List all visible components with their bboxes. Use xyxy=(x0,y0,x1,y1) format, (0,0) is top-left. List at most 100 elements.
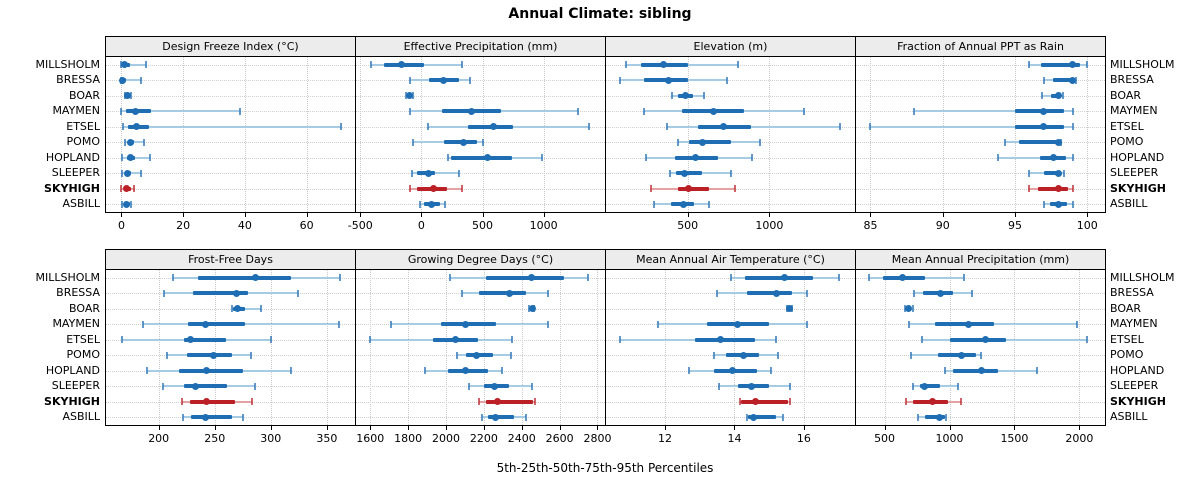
percentile-whisker-cap xyxy=(649,185,652,193)
gridline-vertical xyxy=(1014,57,1016,212)
percentile-range-25-75 xyxy=(925,415,945,420)
percentile-whisker-cap xyxy=(120,336,123,344)
percentile-range-5-95 xyxy=(231,307,261,310)
x-axis-tick xyxy=(483,426,485,430)
gridline-horizontal xyxy=(606,417,855,419)
station-label-left-etsel: ETSEL xyxy=(66,332,100,346)
chart-title: Annual Climate: sibling xyxy=(508,6,692,22)
median-dot xyxy=(192,382,200,390)
percentile-whisker-cap xyxy=(181,398,184,406)
gridline-horizontal xyxy=(606,308,855,310)
median-dot xyxy=(720,123,728,131)
panel-strip-title: Fraction of Annual PPT as Rain xyxy=(897,39,1064,53)
percentile-whisker-cap xyxy=(460,61,463,69)
percentile-whisker-cap xyxy=(408,185,411,193)
panel-strip: Design Freeze Index (°C) xyxy=(106,37,355,57)
percentile-whisker-cap xyxy=(457,169,460,177)
percentile-whisker-cap xyxy=(1061,92,1064,100)
percentile-range-25-75 xyxy=(1040,62,1080,67)
gridline-horizontal xyxy=(856,401,1105,403)
percentile-whisker-cap xyxy=(250,398,253,406)
station-label-right-skyhigh: SKYHIGH xyxy=(1110,394,1166,408)
median-dot xyxy=(936,413,944,421)
median-dot xyxy=(681,92,689,100)
percentile-whisker-cap xyxy=(525,413,528,421)
percentile-whisker-cap xyxy=(448,274,451,282)
percentile-whisker-cap xyxy=(618,336,621,344)
x-axis-tick-label: 1500 xyxy=(1000,432,1029,445)
percentile-whisker-cap xyxy=(339,274,342,282)
percentile-whisker-cap xyxy=(121,123,124,131)
station-label-right-hopland: HOPLAND xyxy=(1110,150,1165,164)
station-label-right-skyhigh: SKYHIGH xyxy=(1110,181,1166,195)
median-dot xyxy=(451,336,459,344)
percentile-whisker-cap xyxy=(1076,320,1079,328)
percentile-whisker-cap xyxy=(759,138,762,146)
gridline-horizontal xyxy=(356,95,605,97)
x-axis-tick-label: -500 xyxy=(347,219,373,232)
percentile-whisker-cap xyxy=(703,92,706,100)
median-dot xyxy=(127,154,135,162)
station-label-right-bressa: BRESSA xyxy=(1110,73,1154,87)
gridline-horizontal xyxy=(856,417,1105,419)
percentile-whisker-cap xyxy=(645,154,648,162)
percentile-whisker-cap xyxy=(121,169,124,177)
median-dot xyxy=(405,92,413,100)
percentile-range-25-75 xyxy=(190,399,235,404)
percentile-range-5-95 xyxy=(122,125,341,128)
percentile-range-25-75 xyxy=(694,337,756,342)
gridline-vertical xyxy=(360,57,362,212)
percentile-whisker-cap xyxy=(745,413,748,421)
gridline-horizontal xyxy=(856,277,1105,279)
station-label-left-maymen: MAYMEN xyxy=(52,104,100,118)
percentile-whisker-cap xyxy=(908,320,911,328)
x-axis-tick xyxy=(884,426,886,430)
x-axis-tick-label: 90 xyxy=(935,219,950,232)
station-label-left-asbill: ASBILL xyxy=(62,410,100,424)
median-dot xyxy=(124,92,132,100)
x-axis-tick xyxy=(244,213,246,217)
x-axis-tick xyxy=(803,426,805,430)
percentile-whisker-cap xyxy=(142,138,145,146)
gridline-vertical xyxy=(521,270,523,425)
station-label-right-hopland: HOPLAND xyxy=(1110,363,1165,377)
gridline-vertical xyxy=(1087,57,1089,212)
gridline-vertical xyxy=(559,270,561,425)
median-dot xyxy=(494,398,502,406)
percentile-whisker-cap xyxy=(911,305,914,313)
panel-strip-title: Design Freeze Index (°C) xyxy=(162,39,299,53)
median-dot xyxy=(981,336,989,344)
station-label-left-maymen: MAYMEN xyxy=(52,317,100,331)
percentile-whisker-cap xyxy=(802,107,805,115)
percentile-whisker-cap xyxy=(139,76,142,84)
percentile-whisker-cap xyxy=(269,336,272,344)
percentile-whisker-cap xyxy=(1041,92,1044,100)
percentile-whisker-cap xyxy=(533,398,536,406)
percentile-range-25-75 xyxy=(744,275,813,280)
percentile-whisker-cap xyxy=(482,138,485,146)
percentile-whisker-cap xyxy=(576,107,579,115)
percentile-range-25-75 xyxy=(676,171,703,176)
panel-strip-title: Effective Precipitation (mm) xyxy=(403,39,558,53)
station-label-right-pomo: POMO xyxy=(1110,348,1144,362)
panel-plot xyxy=(106,270,355,425)
gridline-vertical xyxy=(408,270,410,425)
x-axis-tick xyxy=(421,213,423,217)
x-axis-tick xyxy=(942,213,944,217)
median-dot xyxy=(203,367,211,375)
percentile-whisker-cap xyxy=(139,169,142,177)
median-dot xyxy=(785,305,793,313)
percentile-whisker-cap xyxy=(121,154,124,162)
panel-strip: Mean Annual Precipitation (mm) xyxy=(856,250,1105,270)
percentile-whisker-cap xyxy=(510,351,513,359)
percentile-whisker-cap xyxy=(547,289,550,297)
x-axis-tick xyxy=(597,426,599,430)
percentile-whisker-cap xyxy=(409,76,412,84)
gridline-horizontal xyxy=(856,80,1105,82)
percentile-whisker-cap xyxy=(478,398,481,406)
station-label-left-pomo: POMO xyxy=(66,135,100,149)
median-dot xyxy=(751,398,759,406)
percentile-whisker-cap xyxy=(730,274,732,282)
gridline-vertical xyxy=(306,57,308,212)
percentile-whisker-cap xyxy=(120,200,123,208)
